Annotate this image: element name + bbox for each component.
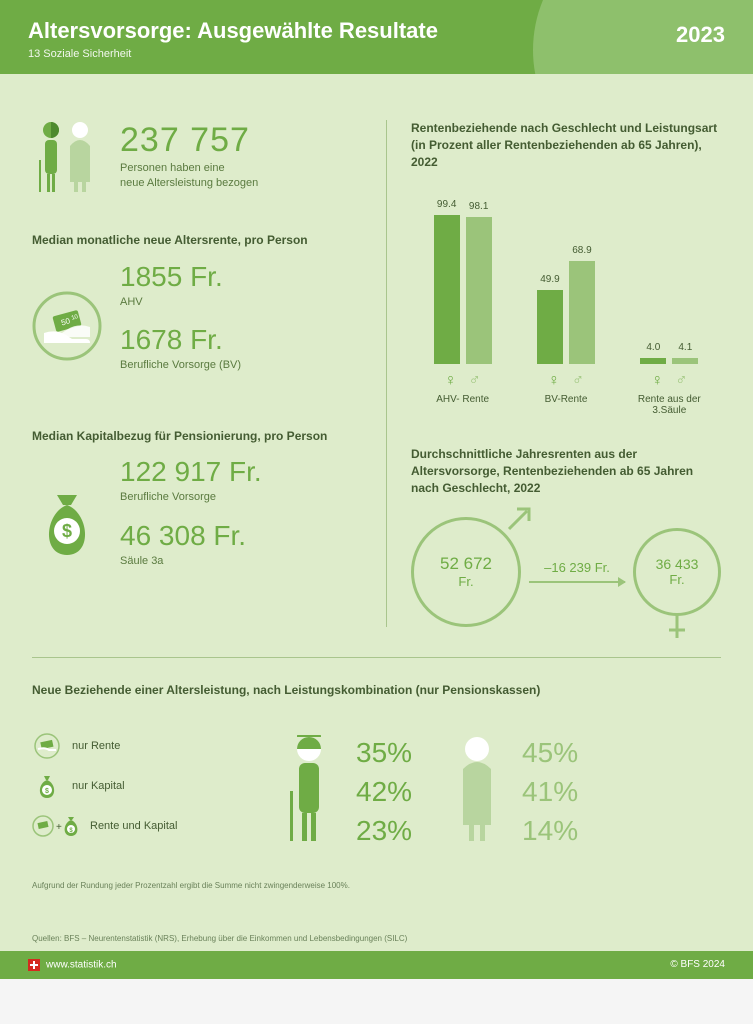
gender-symbols-row: ♀♂♀♂♀♂ — [411, 372, 721, 390]
legend-2: Rente und Kapital — [90, 820, 177, 832]
male-pct-1: 42% — [356, 777, 412, 808]
people-icon — [32, 120, 102, 194]
capital-only-icon: $ — [32, 773, 62, 799]
right-column: Rentenbeziehende nach Geschlecht und Lei… — [386, 120, 721, 627]
total-persons-label: Personen haben eine neue Altersleistung … — [120, 161, 258, 192]
male-percent-col: 35% 42% 23% — [356, 738, 412, 846]
ahv-value: 1855 Fr. — [120, 263, 241, 291]
diff-arrow: –16 239 Fr. — [521, 560, 633, 583]
infographic-page: Altersvorsorge: Ausgewählte Resultate 13… — [0, 0, 753, 979]
money-bag-icon: $ — [32, 487, 102, 557]
capital-s3a-label: Säule 3a — [120, 554, 262, 569]
capital-bv-label: Berufliche Vorsorge — [120, 490, 262, 505]
svg-text:$: $ — [62, 521, 72, 541]
female-circle: 36 433 Fr. — [633, 528, 721, 616]
combination-footnote: Aufgrund der Rundung jeder Prozentzahl e… — [32, 881, 721, 890]
svg-text:+: + — [56, 822, 62, 833]
venus-icon — [667, 614, 687, 644]
male-pct-2: 23% — [356, 816, 412, 847]
footer-copyright: © BFS 2024 — [670, 959, 725, 970]
female-unit: Fr. — [669, 572, 684, 587]
female-pct-0: 45% — [522, 738, 578, 769]
swiss-flag-icon — [28, 959, 40, 971]
barchart-axis-labels: AHV- RenteBV-RenteRente aus der 3.Säule — [411, 394, 721, 416]
male-unit: Fr. — [458, 574, 473, 589]
capital-bv-value: 122 917 Fr. — [120, 458, 262, 486]
combination-title: Neue Beziehende einer Altersleistung, na… — [32, 682, 721, 699]
footer: www.statistik.ch © BFS 2024 — [0, 951, 753, 979]
bv-label: Berufliche Vorsorge (BV) — [120, 358, 241, 373]
gender-barchart: 99.498.149.968.94.04.1 — [411, 184, 721, 364]
diff-value: –16 239 Fr. — [544, 560, 610, 575]
combination-legend: nur Rente $ nur Kapital +$ Rente und Kapit… — [32, 733, 242, 853]
header: Altersvorsorge: Ausgewählte Resultate 13… — [0, 0, 753, 74]
page-subtitle: 13 Soziale Sicherheit — [28, 48, 725, 60]
combination-section: Neue Beziehende einer Altersleistung, na… — [0, 657, 753, 910]
female-pct-1: 41% — [522, 777, 578, 808]
rent-only-icon — [32, 733, 62, 759]
male-person-icon — [282, 735, 336, 850]
footer-url: www.statistik.ch — [46, 959, 117, 970]
avg-annual-diagram: 52 672 Fr. –16 239 Fr. 36 433 Fr. — [411, 517, 721, 627]
capital-s3a-value: 46 308 Fr. — [120, 522, 262, 550]
total-persons-value: 237 757 — [120, 123, 258, 157]
left-column: 237 757 Personen haben eine neue Altersl… — [32, 120, 362, 627]
page-year: 2023 — [676, 22, 725, 48]
rent-and-capital-icon: +$ — [32, 813, 80, 839]
svg-text:$: $ — [45, 788, 49, 795]
total-persons-block: 237 757 Personen haben eine neue Altersl… — [32, 120, 362, 194]
male-value: 52 672 — [440, 554, 492, 574]
male-circle: 52 672 Fr. — [411, 517, 521, 627]
female-value: 36 433 — [656, 556, 699, 572]
median-rent-block: Median monatliche neue Altersrente, pro … — [32, 232, 362, 390]
barchart-title: Rentenbeziehende nach Geschlecht und Lei… — [411, 120, 721, 170]
female-person-icon — [452, 735, 502, 850]
mars-icon — [505, 503, 535, 533]
female-percent-col: 45% 41% 14% — [522, 738, 578, 846]
avg-annual-title: Durchschnittliche Jahresrenten aus der A… — [411, 446, 721, 496]
ahv-label: AHV — [120, 295, 241, 310]
median-capital-block: Median Kapitalbezug für Pensionierung, p… — [32, 428, 362, 586]
female-pct-2: 14% — [522, 816, 578, 847]
median-rent-title: Median monatliche neue Altersrente, pro … — [32, 232, 362, 249]
legend-1: nur Kapital — [72, 780, 125, 792]
male-pct-0: 35% — [356, 738, 412, 769]
bv-value: 1678 Fr. — [120, 326, 241, 354]
legend-0: nur Rente — [72, 740, 120, 752]
sources: Quellen: BFS – Neurentenstatistik (NRS),… — [0, 910, 753, 951]
page-title: Altersvorsorge: Ausgewählte Resultate — [28, 18, 725, 44]
hands-money-icon: 5010 — [32, 291, 102, 361]
median-capital-title: Median Kapitalbezug für Pensionierung, p… — [32, 428, 362, 445]
